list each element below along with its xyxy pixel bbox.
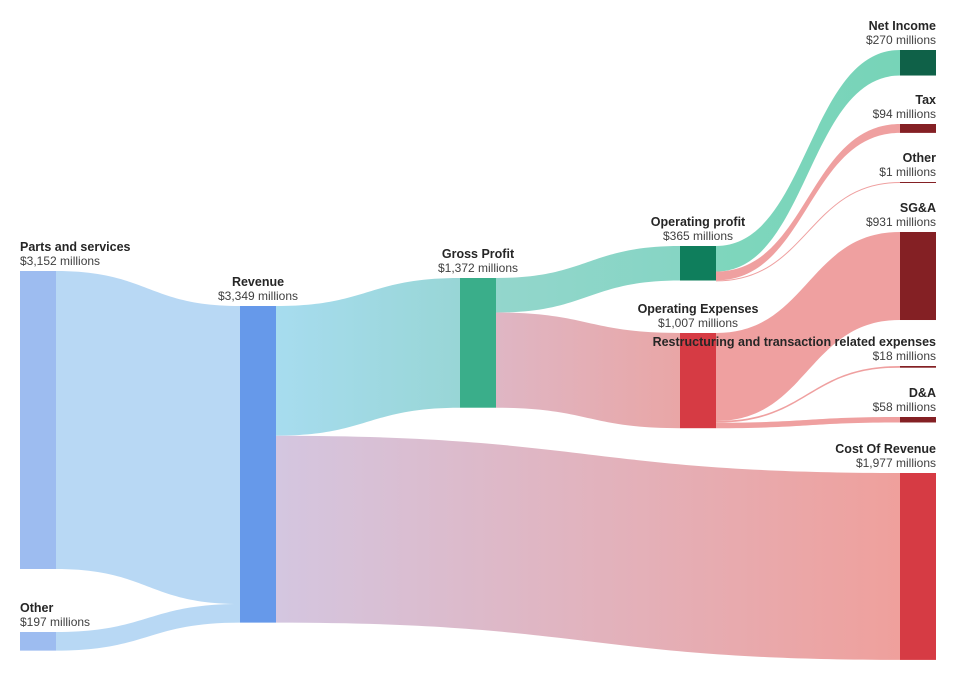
node-tax[interactable] [900,124,936,133]
link-opprofit-other_out[interactable] [715,182,901,282]
node-label-da: D&A [909,386,936,400]
link-revenue-cor[interactable] [276,435,900,660]
link-gross-opex[interactable] [496,312,680,429]
node-label-sga: SG&A [900,201,936,215]
node-value-tax: $94 millions [873,107,936,121]
link-opex-restructuring[interactable] [716,366,900,423]
node-other_in[interactable] [20,632,56,651]
nodes-layer [20,50,936,660]
node-label-revenue: Revenue [232,275,284,289]
link-opex-da[interactable] [716,417,900,429]
node-label-parts: Parts and services [20,240,131,254]
link-opex-sga[interactable] [716,232,900,422]
node-label-other_out: Other [903,151,936,165]
node-netincome[interactable] [900,50,936,76]
node-sga[interactable] [900,232,936,321]
link-opprofit-tax[interactable] [716,124,900,281]
node-label-netincome: Net Income [869,19,936,33]
node-da[interactable] [900,417,936,423]
node-opex[interactable] [680,333,716,429]
link-revenue-gross[interactable] [276,278,460,436]
node-revenue[interactable] [240,306,276,623]
node-parts[interactable] [20,271,56,569]
node-label-opex: Operating Expenses [638,302,759,316]
labels-layer: Parts and services$3,152 millionsOther$1… [20,19,936,629]
node-value-other_in: $197 millions [20,615,90,629]
link-parts-revenue[interactable] [56,271,240,604]
node-label-gross: Gross Profit [442,247,515,261]
node-opprofit[interactable] [680,246,716,281]
node-value-revenue: $3,349 millions [218,289,298,303]
node-value-netincome: $270 millions [866,33,936,47]
link-gross-opprofit[interactable] [496,246,680,313]
links-layer [56,50,901,660]
node-cor[interactable] [900,473,936,660]
node-value-gross: $1,372 millions [438,261,518,275]
node-value-opprofit: $365 millions [663,229,733,243]
node-restructuring[interactable] [900,366,936,368]
node-value-parts: $3,152 millions [20,254,100,268]
node-label-cor: Cost Of Revenue [835,442,936,456]
node-value-sga: $931 millions [866,215,936,229]
link-other_in-revenue[interactable] [56,603,240,651]
node-other_out[interactable] [900,182,936,183]
node-value-other_out: $1 millions [879,165,936,179]
node-value-da: $58 millions [873,400,936,414]
link-opprofit-netincome[interactable] [716,50,900,272]
node-label-restructuring: Restructuring and transaction related ex… [653,335,936,349]
node-value-cor: $1,977 millions [856,456,936,470]
node-value-opex: $1,007 millions [658,316,738,330]
node-value-restructuring: $18 millions [873,349,936,363]
node-label-other_in: Other [20,601,53,615]
node-label-opprofit: Operating profit [651,215,746,229]
node-label-tax: Tax [915,93,936,107]
node-gross[interactable] [460,278,496,408]
